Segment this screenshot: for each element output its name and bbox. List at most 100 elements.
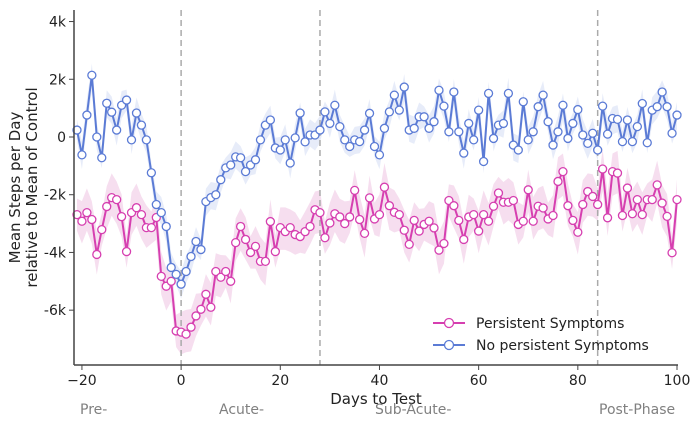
data-point [612, 168, 623, 178]
data-point [290, 133, 300, 143]
data-point [409, 123, 419, 133]
data-point [434, 85, 444, 95]
data-point [171, 269, 181, 280]
data-point [369, 141, 380, 152]
data-point [77, 150, 87, 160]
data-point [340, 218, 350, 229]
data-point [622, 115, 633, 125]
data-point [92, 132, 102, 142]
data-point [315, 125, 325, 135]
data-point [285, 222, 295, 233]
legend-marker [443, 339, 455, 351]
data-point [97, 224, 107, 235]
data-point [404, 239, 414, 250]
data-point [508, 195, 519, 206]
data-point [156, 207, 166, 218]
data-point [235, 153, 246, 163]
data-point [568, 118, 578, 129]
data-point [513, 145, 523, 155]
data-point [131, 203, 142, 213]
data-point [354, 136, 365, 147]
data-point [464, 118, 474, 129]
data-point [419, 112, 429, 122]
y-tick-label: 4k [49, 15, 67, 31]
data-point [131, 108, 142, 118]
data-point [568, 215, 578, 226]
data-point [593, 145, 603, 155]
data-point [315, 207, 325, 218]
data-point [325, 118, 335, 129]
data-point [176, 279, 186, 289]
data-point [111, 194, 122, 205]
data-point [265, 216, 276, 227]
x-tick-label: 60 [470, 373, 488, 389]
x-tick-label: 80 [569, 373, 587, 389]
data-point [642, 138, 652, 148]
data-point [627, 209, 638, 219]
data-point [449, 87, 459, 97]
data-point [384, 107, 395, 117]
data-point [632, 121, 642, 132]
data-point [235, 221, 246, 232]
data-point [196, 304, 206, 314]
data-point [597, 101, 608, 111]
data-point [399, 82, 409, 92]
data-point [146, 222, 157, 233]
data-point [588, 128, 598, 138]
data-point [493, 188, 504, 198]
data-point [72, 209, 82, 220]
data-point [528, 216, 538, 226]
data-point [226, 160, 236, 170]
data-point [181, 266, 191, 277]
x-tick-label: −20 [67, 373, 97, 389]
data-point [469, 209, 479, 220]
data-point [597, 164, 608, 174]
data-point [498, 118, 509, 129]
data-point [637, 98, 647, 109]
data-point [196, 244, 206, 255]
data-point [459, 148, 469, 158]
data-point [161, 221, 171, 232]
data-point [181, 329, 191, 339]
data-point [151, 199, 161, 210]
data-point [394, 105, 404, 115]
data-point [434, 245, 444, 255]
data-point [578, 199, 588, 210]
data-point [424, 216, 434, 226]
data-point [211, 266, 221, 277]
phase-label-acute: Acute- [219, 402, 265, 418]
data-point [548, 140, 558, 150]
data-point [211, 190, 221, 200]
data-point [474, 105, 484, 115]
data-point [216, 175, 226, 185]
data-point [667, 248, 677, 258]
data-point [255, 135, 266, 145]
phase-label-sub-acute: Sub-Acute- [375, 402, 452, 418]
data-point [573, 104, 583, 115]
data-point [548, 210, 558, 221]
data-point [260, 256, 271, 267]
data-point [503, 88, 514, 99]
data-point [662, 102, 672, 112]
data-point [647, 194, 657, 205]
data-point [558, 100, 568, 110]
data-point [275, 145, 285, 155]
data-point [136, 120, 147, 130]
data-point [300, 137, 310, 147]
y-tick-label: 2k [49, 72, 67, 88]
data-point [617, 136, 628, 147]
data-point [474, 226, 484, 236]
data-point [166, 262, 176, 273]
data-point [280, 135, 290, 145]
data-point [82, 110, 92, 120]
x-tick-label: 20 [271, 373, 289, 389]
data-point [102, 201, 112, 212]
data-point [488, 133, 499, 144]
data-point [528, 127, 538, 137]
data-point [206, 302, 216, 312]
data-point [602, 213, 613, 223]
data-point [231, 237, 241, 248]
data-point [583, 138, 593, 148]
data-point [250, 241, 261, 252]
data-point [483, 216, 494, 226]
